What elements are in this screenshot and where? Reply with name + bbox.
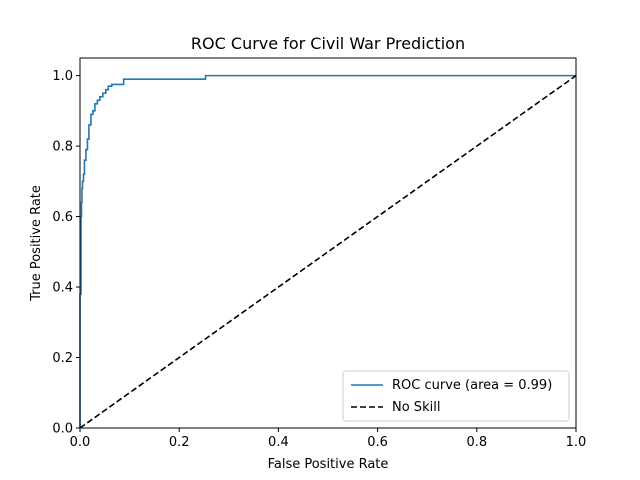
y-tick-label: 0.4 [52, 281, 73, 296]
chart-title: ROC Curve for Civil War Prediction [191, 34, 465, 53]
plot-frame [79, 57, 577, 429]
x-tick-label: 1.0 [566, 435, 587, 450]
legend-frame [342, 370, 570, 422]
legend: ROC curve (area = 0.99) No Skill [342, 370, 570, 422]
x-axis-label: False Positive Rate [268, 457, 389, 472]
plot-background [80, 58, 576, 428]
x-tick-label: 0.6 [367, 435, 388, 450]
y-tick-label: 0.2 [52, 351, 73, 366]
x-tick-label: 0.0 [70, 435, 91, 450]
legend-label-roc-curve: ROC curve (area = 0.99) [392, 378, 552, 393]
ticks-layer: 0.0 0.2 0.4 0.6 0.8 1.0 0.0 0.2 0.4 0.6 0.8 1.0 [52, 69, 586, 450]
y-tick-label: 0.8 [52, 140, 73, 155]
no-skill-line [79, 74, 577, 429]
x-tick-label: 0.2 [169, 435, 190, 450]
series-layer [79, 74, 577, 429]
x-tick-label: 0.4 [268, 435, 289, 450]
y-tick-label: 1.0 [52, 69, 73, 84]
y-tick-label: 0.0 [52, 422, 73, 437]
roc-curve-line [79, 74, 576, 428]
x-tick-label: 0.8 [466, 435, 487, 450]
legend-label-no-skill: No Skill [392, 400, 440, 415]
y-tick-label: 0.6 [52, 210, 73, 225]
y-axis-label: True Positive Rate [29, 185, 44, 302]
